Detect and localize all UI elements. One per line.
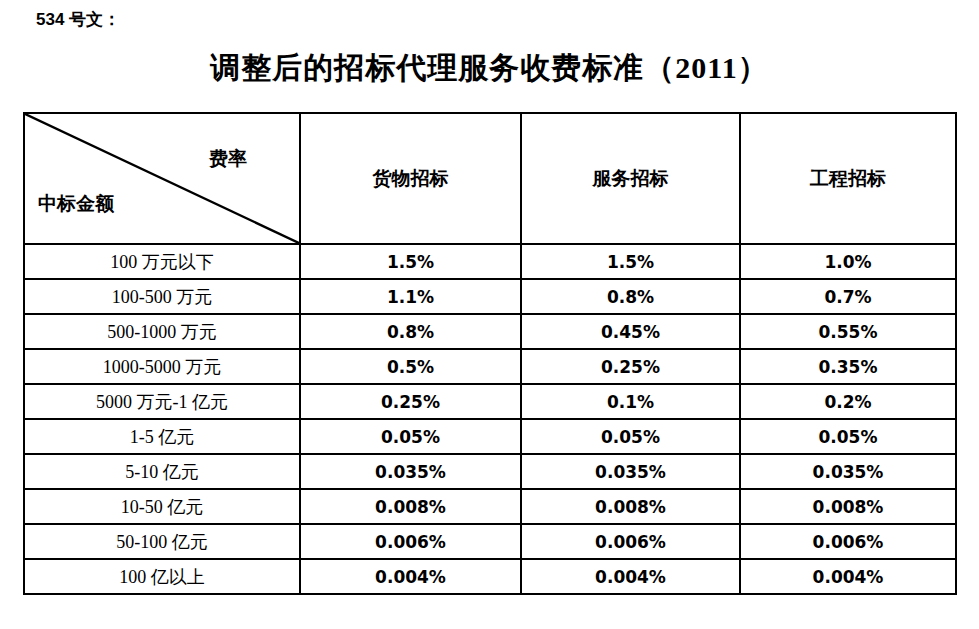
fee-value: 0.2% [740,384,956,419]
fee-table: 费率 中标金额 货物招标 服务招标 工程招标 100 万元以下 1.5% 1.5… [23,112,957,595]
fee-table-body: 100 万元以下 1.5% 1.5% 1.0% 100-500 万元 1.1% … [24,244,956,594]
fee-value: 0.035% [740,454,956,489]
fee-value: 0.55% [740,314,956,349]
fee-value: 0.05% [300,419,521,454]
fee-value: 0.7% [740,279,956,314]
table-row: 100-500 万元 1.1% 0.8% 0.7% [24,279,956,314]
fee-value: 0.05% [521,419,740,454]
fee-value: 0.008% [521,489,740,524]
corner-label-rate: 费率 [209,146,247,172]
row-label: 100 亿以上 [24,559,300,594]
table-row: 10-50 亿元 0.008% 0.008% 0.008% [24,489,956,524]
header-row: 费率 中标金额 货物招标 服务招标 工程招标 [24,113,956,244]
fee-value: 0.008% [300,489,521,524]
fee-value: 0.1% [521,384,740,419]
fee-value: 0.006% [521,524,740,559]
diagonal-line [25,114,299,243]
fee-value: 0.35% [740,349,956,384]
row-label: 1000-5000 万元 [24,349,300,384]
table-row: 5-10 亿元 0.035% 0.035% 0.035% [24,454,956,489]
fee-value: 0.006% [300,524,521,559]
row-label: 10-50 亿元 [24,489,300,524]
table-row: 50-100 亿元 0.006% 0.006% 0.006% [24,524,956,559]
column-header-goods: 货物招标 [300,113,521,244]
fee-value: 0.8% [300,314,521,349]
corner-label-amount: 中标金额 [38,191,114,217]
row-label: 5000 万元-1 亿元 [24,384,300,419]
fee-value: 0.035% [521,454,740,489]
fee-value: 1.0% [740,244,956,279]
fee-value: 0.25% [521,349,740,384]
fee-value: 1.5% [300,244,521,279]
fee-value: 0.004% [300,559,521,594]
fee-value: 0.004% [521,559,740,594]
table-row: 1-5 亿元 0.05% 0.05% 0.05% [24,419,956,454]
fee-value: 1.5% [521,244,740,279]
row-label: 500-1000 万元 [24,314,300,349]
table-row: 500-1000 万元 0.8% 0.45% 0.55% [24,314,956,349]
table-row: 100 亿以上 0.004% 0.004% 0.004% [24,559,956,594]
row-label: 100 万元以下 [24,244,300,279]
row-label: 100-500 万元 [24,279,300,314]
fee-value: 0.004% [740,559,956,594]
fee-value: 0.008% [740,489,956,524]
fee-value: 0.05% [740,419,956,454]
table-row: 5000 万元-1 亿元 0.25% 0.1% 0.2% [24,384,956,419]
column-header-services: 服务招标 [521,113,740,244]
row-label: 1-5 亿元 [24,419,300,454]
column-header-engineering: 工程招标 [740,113,956,244]
fee-value: 0.8% [521,279,740,314]
table-row: 100 万元以下 1.5% 1.5% 1.0% [24,244,956,279]
row-label: 5-10 亿元 [24,454,300,489]
corner-cell: 费率 中标金额 [24,113,300,244]
table-row: 1000-5000 万元 0.5% 0.25% 0.35% [24,349,956,384]
fee-value: 0.006% [740,524,956,559]
fee-value: 1.1% [300,279,521,314]
doc-ref: 534 号文： [36,8,120,31]
row-label: 50-100 亿元 [24,524,300,559]
page-title: 调整后的招标代理服务收费标准（2011） [0,48,979,89]
fee-value: 0.5% [300,349,521,384]
fee-value: 0.45% [521,314,740,349]
fee-value: 0.035% [300,454,521,489]
fee-value: 0.25% [300,384,521,419]
